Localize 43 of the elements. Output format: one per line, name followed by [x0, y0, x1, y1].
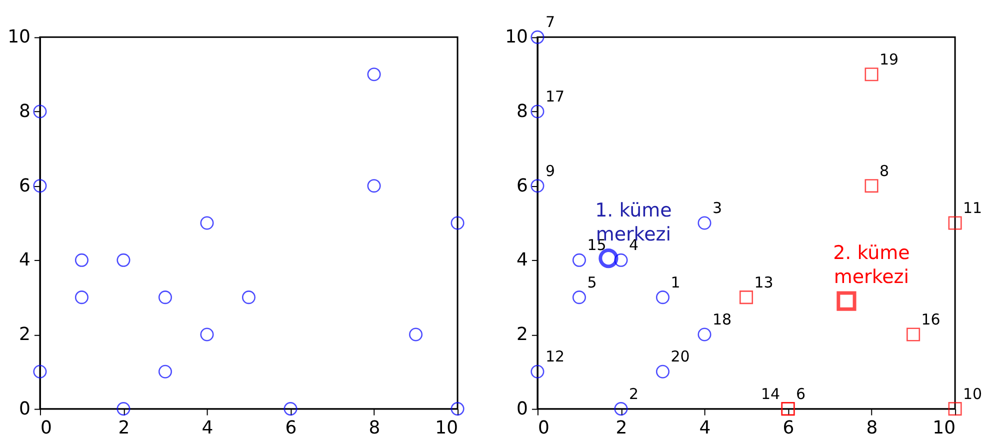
annotation: 18 [712, 310, 732, 328]
y-tick-label: 0 [19, 398, 30, 420]
y-tick-label: 10 [8, 26, 30, 48]
x-tick-label: 8 [866, 417, 878, 438]
x-tick-label: 8 [368, 417, 380, 438]
x-tick-label: 2 [616, 417, 628, 438]
annotation: 12 [545, 348, 565, 366]
y-tick-label: 10 [505, 26, 528, 48]
annotation: 17 [545, 88, 565, 106]
x-tick-label: 10 [435, 417, 458, 438]
y-tick-label: 2 [516, 324, 528, 345]
annotation: 5 [587, 273, 597, 292]
x-tick-label: 2 [118, 417, 130, 438]
annotation: 2. küme merkezi [833, 242, 910, 288]
x-tick-label: 6 [285, 417, 297, 438]
x-tick-label: 0 [538, 417, 550, 438]
annotation: 16 [921, 310, 940, 328]
annotation: 6 [796, 384, 806, 403]
x-tick-label: 0 [40, 417, 52, 438]
y-tick-label: 8 [516, 101, 528, 122]
x-tick-label: 6 [782, 417, 794, 438]
annotation: 14 [760, 384, 780, 403]
annotation: 7 [545, 13, 555, 32]
annotation: 1 [670, 273, 680, 292]
annotation: 2 [628, 384, 638, 403]
annotation: 19 [880, 50, 899, 68]
annotation: 8 [880, 162, 890, 180]
annotation: 3 [712, 199, 722, 218]
annotation: 11 [963, 199, 982, 218]
x-tick-label: 10 [932, 417, 956, 438]
annotation: 13 [754, 273, 774, 292]
y-tick-label: 6 [516, 175, 528, 196]
y-tick-label: 8 [19, 101, 30, 122]
y-tick-label: 2 [19, 324, 30, 345]
annotation: 20 [670, 348, 690, 366]
y-tick-label: 0 [516, 398, 528, 420]
y-tick-label: 6 [19, 175, 30, 196]
y-tick-label: 4 [19, 250, 30, 271]
x-tick-label: 4 [699, 417, 711, 438]
x-tick-label: 4 [202, 417, 214, 438]
annotation: 9 [545, 162, 555, 180]
y-tick-label: 4 [516, 250, 528, 271]
annotation: 10 [963, 384, 982, 403]
